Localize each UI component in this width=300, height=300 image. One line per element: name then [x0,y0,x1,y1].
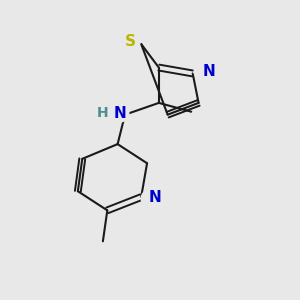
Text: N: N [114,106,126,121]
Text: S: S [125,34,136,49]
Text: N: N [149,190,162,205]
Text: N: N [202,64,215,79]
Text: H: H [97,106,108,121]
